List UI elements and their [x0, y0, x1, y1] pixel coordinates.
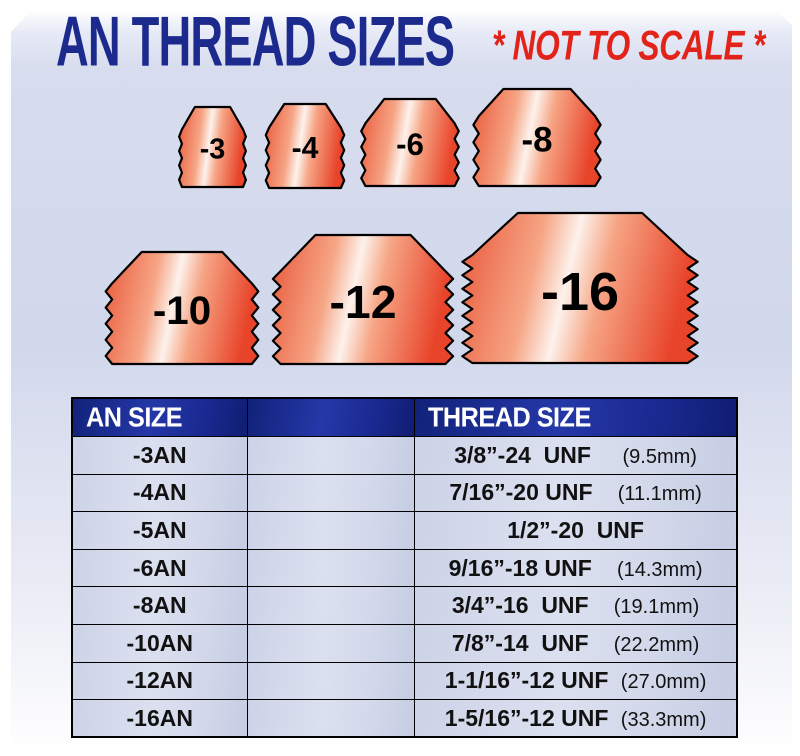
svg-text:-12: -12 — [329, 276, 396, 328]
svg-text:-6: -6 — [396, 127, 424, 162]
svg-text:-3: -3 — [200, 134, 226, 166]
svg-text:-16: -16 — [541, 262, 619, 322]
svg-text:-8: -8 — [521, 121, 552, 160]
svg-text:-4: -4 — [292, 132, 319, 165]
svg-text:-10: -10 — [153, 288, 211, 333]
